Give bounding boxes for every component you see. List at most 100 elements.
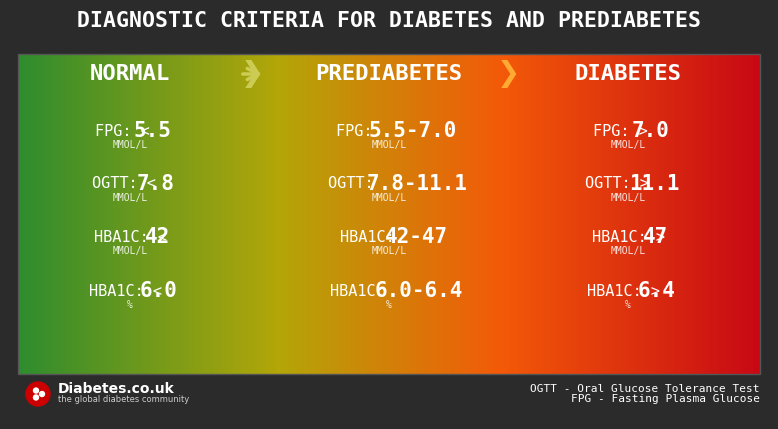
Bar (380, 54, 382, 374)
Text: HBA1C:: HBA1C: (330, 284, 394, 299)
Bar (72, 54, 74, 374)
Bar (378, 54, 380, 374)
Bar (51, 54, 54, 374)
Bar (226, 54, 228, 374)
Text: %: % (625, 300, 631, 310)
Bar (586, 54, 588, 374)
Bar (252, 54, 254, 374)
Bar (421, 54, 423, 374)
Bar (363, 54, 366, 374)
Bar (258, 54, 260, 374)
Text: MMOL/L: MMOL/L (112, 140, 148, 150)
Bar (582, 54, 584, 374)
Bar (146, 54, 149, 374)
Bar (168, 54, 170, 374)
Bar (26, 54, 28, 374)
Bar (500, 54, 503, 374)
Bar (35, 54, 37, 374)
Bar (187, 54, 189, 374)
Bar (302, 54, 304, 374)
Bar (656, 54, 658, 374)
Bar (413, 54, 415, 374)
Bar (432, 54, 434, 374)
Bar (278, 54, 280, 374)
Bar (255, 54, 258, 374)
Bar (523, 54, 525, 374)
Bar (562, 54, 564, 374)
Bar (44, 54, 47, 374)
Bar (125, 54, 128, 374)
Bar (452, 54, 454, 374)
Bar (103, 54, 106, 374)
Bar (18, 54, 20, 374)
Bar (510, 54, 512, 374)
Bar (105, 54, 107, 374)
Bar (215, 54, 217, 374)
Bar (615, 54, 618, 374)
Bar (369, 54, 371, 374)
Bar (428, 54, 430, 374)
Bar (692, 54, 694, 374)
Bar (713, 54, 716, 374)
Bar (433, 54, 436, 374)
Text: HBA1C: >: HBA1C: > (592, 230, 665, 245)
Bar (33, 54, 35, 374)
Bar (243, 54, 245, 374)
Bar (135, 54, 137, 374)
Bar (283, 54, 286, 374)
Bar (736, 54, 738, 374)
Text: ❯: ❯ (240, 60, 264, 88)
Bar (653, 54, 655, 374)
Bar (250, 54, 252, 374)
Bar (571, 54, 573, 374)
Text: Diabetes.co.uk: Diabetes.co.uk (58, 382, 175, 396)
Bar (94, 54, 96, 374)
Bar (445, 54, 447, 374)
Bar (559, 54, 562, 374)
Bar (385, 54, 387, 374)
Bar (665, 54, 668, 374)
Bar (117, 54, 119, 374)
Bar (643, 54, 646, 374)
Bar (131, 54, 134, 374)
Bar (18, 54, 760, 374)
Circle shape (40, 392, 44, 396)
Bar (591, 54, 594, 374)
Bar (566, 54, 568, 374)
Text: 5.5-7.0: 5.5-7.0 (368, 121, 457, 141)
Bar (333, 54, 335, 374)
Bar (719, 54, 721, 374)
Bar (279, 54, 282, 374)
Bar (632, 54, 634, 374)
Bar (695, 54, 697, 374)
Bar (517, 54, 520, 374)
Bar (230, 54, 232, 374)
Bar (513, 54, 516, 374)
Bar (81, 54, 83, 374)
Bar (337, 54, 339, 374)
Bar (602, 54, 605, 374)
Bar (164, 54, 167, 374)
Bar (747, 54, 749, 374)
Bar (322, 54, 324, 374)
Text: 7.8-11.1: 7.8-11.1 (366, 174, 467, 194)
Bar (654, 54, 657, 374)
Bar (141, 54, 143, 374)
Bar (268, 54, 271, 374)
Bar (745, 54, 748, 374)
Bar (610, 54, 612, 374)
Bar (515, 54, 517, 374)
Bar (598, 54, 601, 374)
Text: OGTT:: OGTT: (328, 176, 383, 191)
Bar (429, 54, 432, 374)
Bar (422, 54, 425, 374)
Bar (373, 54, 375, 374)
Bar (331, 54, 334, 374)
Bar (495, 54, 497, 374)
Bar (660, 54, 662, 374)
Text: DIABETES: DIABETES (574, 64, 682, 84)
Bar (237, 54, 240, 374)
Bar (398, 54, 401, 374)
Bar (443, 54, 445, 374)
Bar (567, 54, 569, 374)
